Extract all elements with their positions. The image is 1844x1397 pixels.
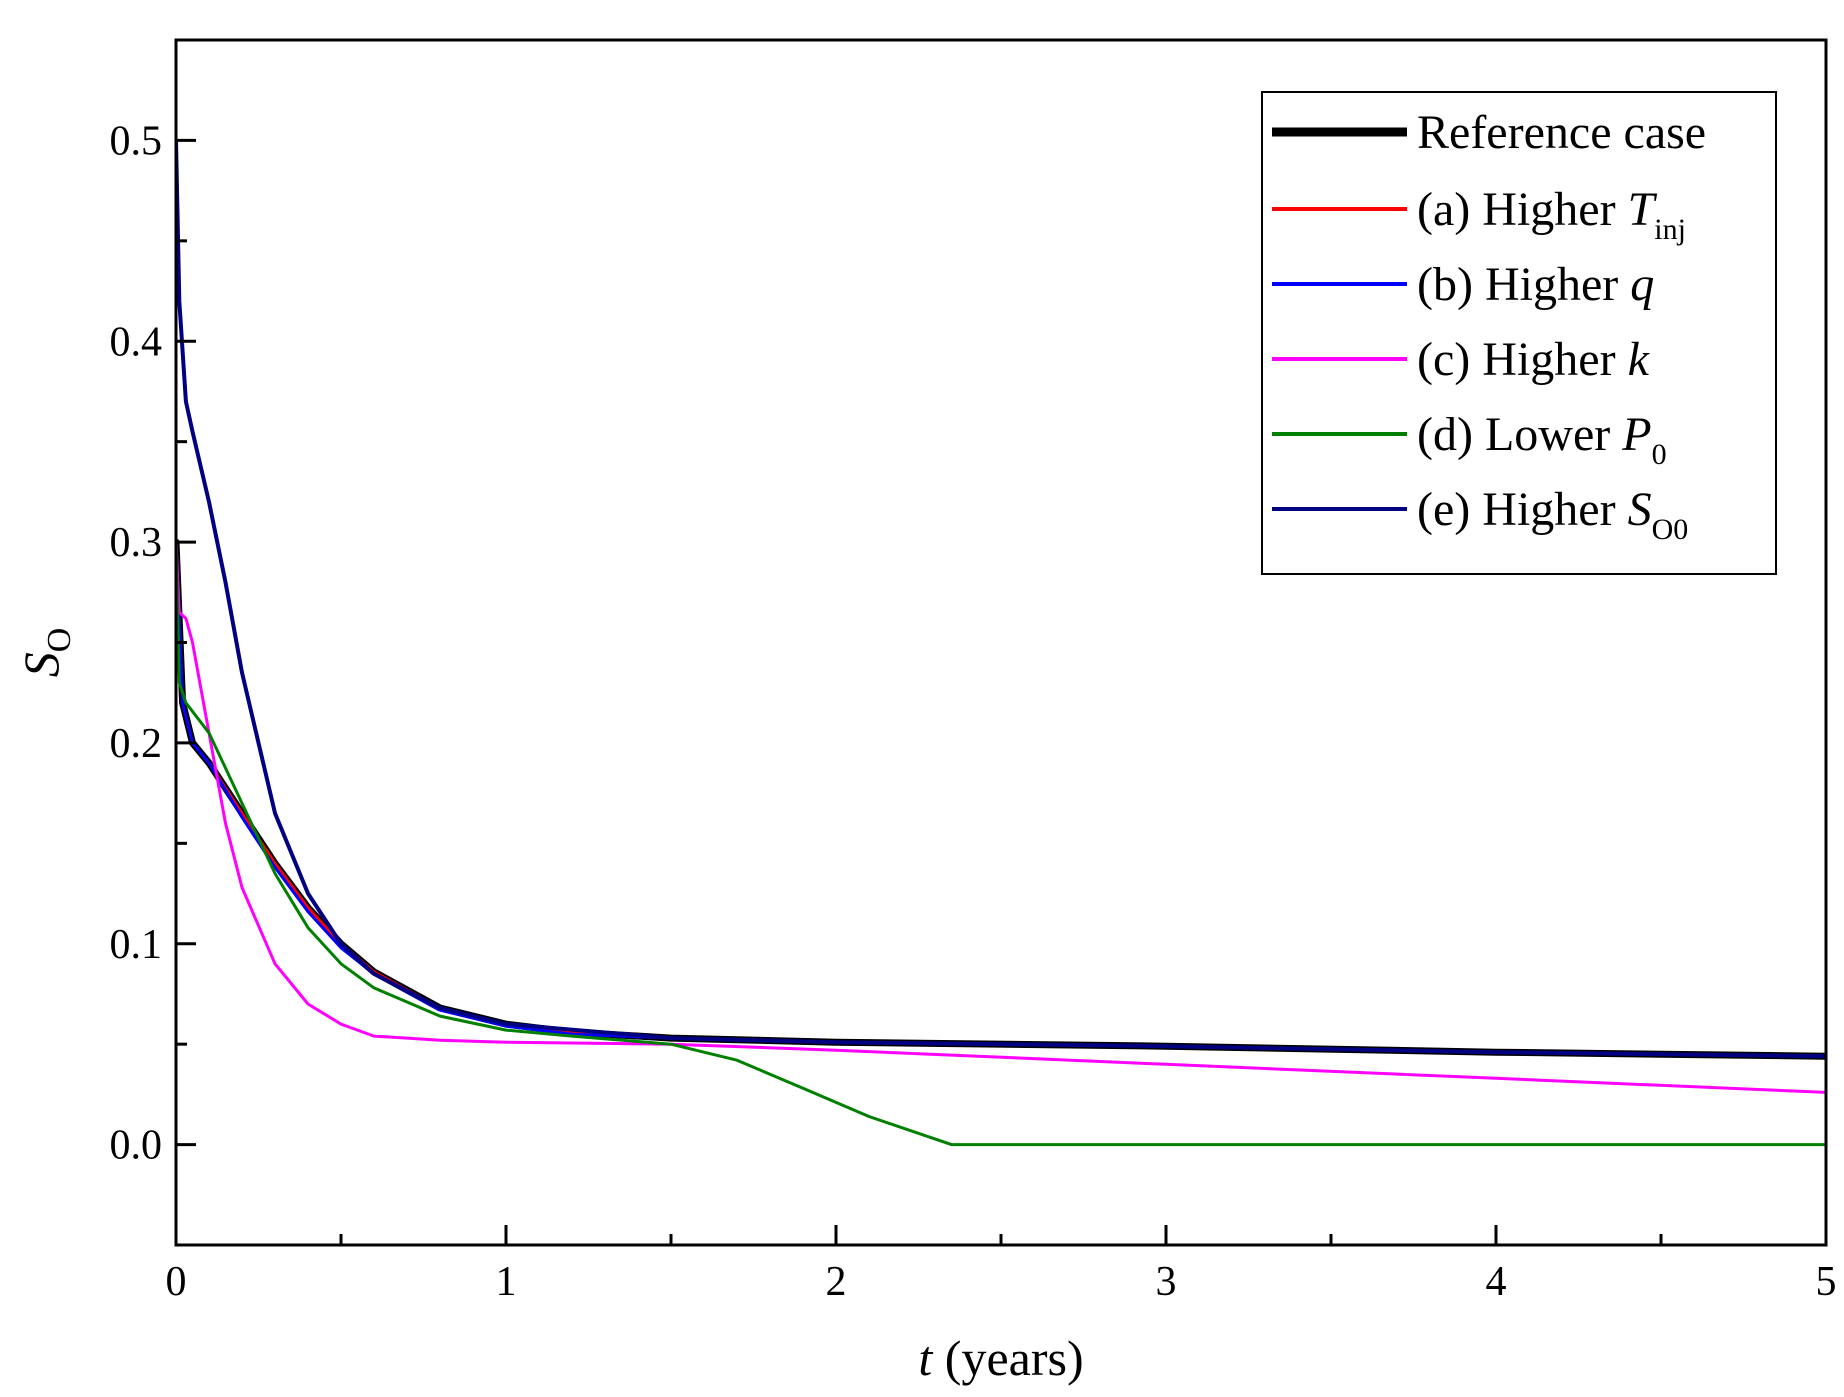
series-layer: [176, 138, 1826, 1147]
series-line-1: [176, 540, 1826, 1058]
series-line-0: [176, 538, 1826, 1060]
legend-label-5: (e) Higher SO0: [1417, 483, 1688, 546]
legend-box: [1261, 91, 1777, 575]
x-tick-label: 1: [496, 1259, 517, 1305]
axes-layer: 0 1 2 3 4 5 0.0 0.1 0.2 0.3 0.4 0.5: [110, 38, 1837, 1305]
series-line-4: [176, 540, 1826, 1147]
y-tick-label: 0.1: [110, 922, 163, 968]
x-axis-title: t (years): [918, 1330, 1083, 1386]
y-axis-title: SO: [13, 628, 78, 678]
y-tick-label: 0.0: [110, 1123, 163, 1169]
y-tick-label: 0.2: [110, 721, 163, 767]
y-tick-label: 0.4: [110, 319, 163, 365]
x-tick-label: 3: [1156, 1259, 1177, 1305]
x-tick-label: 4: [1486, 1259, 1507, 1305]
y-tick-label: 0.5: [110, 118, 163, 164]
x-tick-label: 0: [166, 1259, 187, 1305]
y-axis-title-sub: O: [41, 628, 78, 653]
x-axis-title-var: t: [918, 1330, 933, 1386]
x-tick-label: 5: [1816, 1259, 1837, 1305]
legend-label-0: Reference case: [1417, 106, 1706, 159]
legend-label-1: (a) Higher Tinj: [1417, 183, 1686, 246]
y-tick-label: 0.3: [110, 520, 163, 566]
series-line-3: [176, 540, 1826, 1094]
legend-label-2: (b) Higher q: [1417, 258, 1654, 311]
x-axis-title-unit: (years): [932, 1330, 1083, 1386]
series-line-2: [176, 540, 1826, 1058]
x-tick-label: 2: [826, 1259, 847, 1305]
series-line-5: [176, 138, 1826, 1059]
legend-label-4: (d) Lower P0: [1417, 408, 1667, 471]
legend: Reference case (a) Higher Tinj (b) Higher …: [1261, 91, 1777, 575]
y-axis-title-var: S: [13, 652, 69, 677]
legend-label-3: (c) Higher k: [1417, 333, 1651, 386]
